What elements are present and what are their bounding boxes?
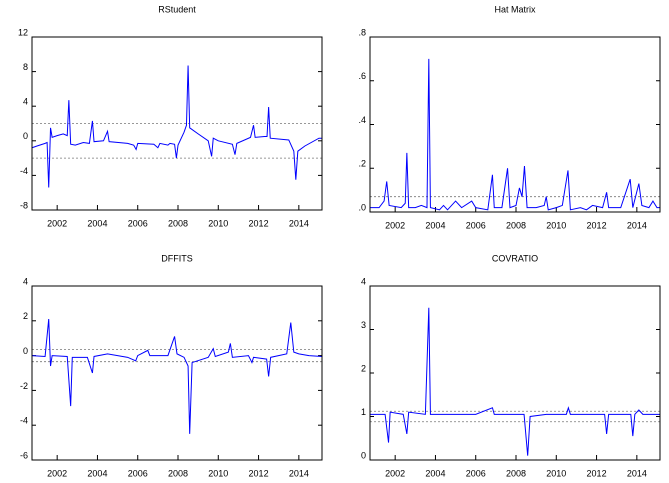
x-tick-label: 2014 xyxy=(289,218,309,228)
x-tick-label: 2002 xyxy=(385,468,405,478)
x-tick-label: 2008 xyxy=(506,468,526,478)
plot-frame xyxy=(31,285,323,461)
x-tick-label: 2012 xyxy=(587,468,607,478)
x-tick-label: 2002 xyxy=(385,220,405,230)
y-tick-label: 12 xyxy=(18,27,28,37)
x-tick-label: 2010 xyxy=(546,220,566,230)
panel-title: COVRATIO xyxy=(492,253,538,263)
x-tick-label: 2014 xyxy=(627,468,647,478)
x-tick-label: 2004 xyxy=(425,468,445,478)
y-tick-label: .8 xyxy=(358,27,366,37)
plot-frame xyxy=(369,36,661,213)
series-line xyxy=(31,65,322,188)
x-tick-label: 2008 xyxy=(168,218,188,228)
y-tick-label: -8 xyxy=(20,200,28,210)
y-tick-label: .4 xyxy=(358,115,366,125)
x-tick-label: 2014 xyxy=(627,220,647,230)
x-tick-label: 2002 xyxy=(47,218,67,228)
x-tick-label: 2002 xyxy=(47,468,67,478)
x-tick-label: 2006 xyxy=(466,468,486,478)
x-tick-label: 2012 xyxy=(249,468,269,478)
panel-title: Hat Matrix xyxy=(494,4,536,14)
x-tick-label: 2008 xyxy=(506,220,526,230)
y-tick-label: 4 xyxy=(23,276,28,286)
y-tick-label: 4 xyxy=(23,97,28,107)
y-tick-label: 0 xyxy=(23,346,28,356)
y-tick-label: -6 xyxy=(20,450,28,460)
x-tick-label: 2004 xyxy=(87,218,107,228)
x-tick-label: 2006 xyxy=(128,218,148,228)
plot-frame xyxy=(369,285,661,461)
y-tick-label: -2 xyxy=(20,381,28,391)
x-tick-label: 2010 xyxy=(208,218,228,228)
x-tick-label: 2012 xyxy=(249,218,269,228)
x-tick-label: 2010 xyxy=(208,468,228,478)
y-tick-label: -4 xyxy=(20,166,28,176)
x-tick-label: 2012 xyxy=(587,220,607,230)
x-tick-label: 2006 xyxy=(466,220,486,230)
y-tick-label: -4 xyxy=(20,416,28,426)
y-tick-label: 0 xyxy=(23,131,28,141)
x-tick-label: 2014 xyxy=(289,468,309,478)
y-tick-label: 3 xyxy=(361,320,366,330)
y-tick-label: 1 xyxy=(361,407,366,417)
panel-title: DFFITS xyxy=(161,253,193,263)
x-tick-label: 2010 xyxy=(546,468,566,478)
y-tick-label: .2 xyxy=(358,159,366,169)
y-tick-label: .0 xyxy=(358,202,366,212)
y-tick-label: .6 xyxy=(358,71,366,81)
series-line xyxy=(370,307,660,456)
y-tick-label: 2 xyxy=(361,363,366,373)
plot-frame xyxy=(31,36,323,211)
x-tick-label: 2006 xyxy=(128,468,148,478)
x-tick-label: 2004 xyxy=(87,468,107,478)
y-tick-label: 4 xyxy=(361,276,366,286)
series-line xyxy=(31,319,323,434)
x-tick-label: 2008 xyxy=(168,468,188,478)
panel-title: RStudent xyxy=(158,4,196,14)
x-tick-label: 2004 xyxy=(425,220,445,230)
y-tick-label: 8 xyxy=(23,62,28,72)
y-tick-label: 2 xyxy=(23,311,28,321)
y-tick-label: 0 xyxy=(361,450,366,460)
series-line xyxy=(370,58,660,211)
